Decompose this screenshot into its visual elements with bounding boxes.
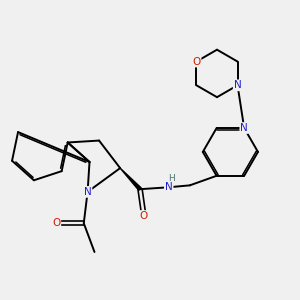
Text: O: O: [140, 211, 148, 221]
Text: H: H: [168, 174, 175, 183]
Text: N: N: [84, 187, 92, 197]
Polygon shape: [120, 168, 141, 190]
Text: N: N: [240, 123, 248, 133]
Text: N: N: [234, 80, 242, 90]
Text: O: O: [52, 218, 60, 228]
Text: N: N: [165, 182, 172, 192]
Text: O: O: [192, 57, 201, 67]
